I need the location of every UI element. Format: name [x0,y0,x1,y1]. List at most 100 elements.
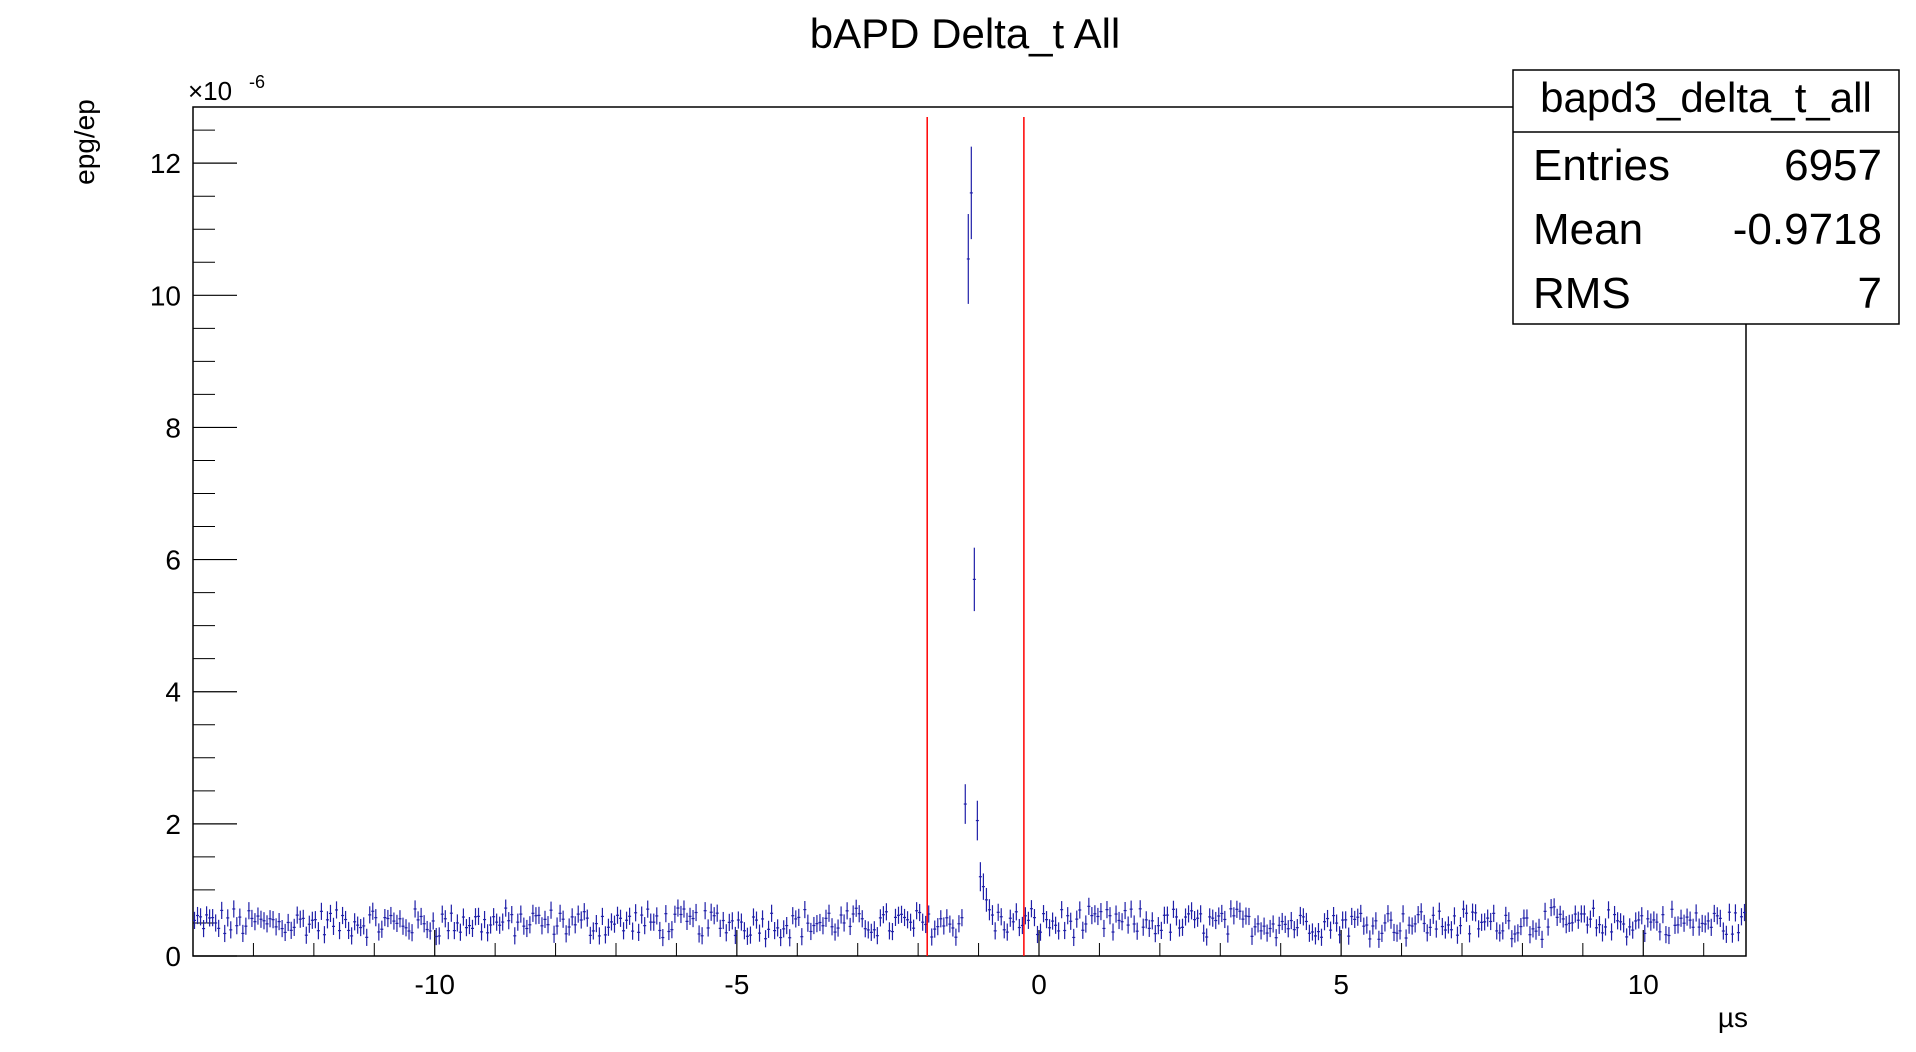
data-point [1477,920,1481,938]
data-point [1549,899,1553,917]
data-point [1220,904,1224,923]
data-point [1579,905,1583,923]
stats-rms-value: 7 [1858,269,1882,318]
data-point [513,927,517,945]
data-point [564,925,568,943]
cut-lines [926,117,1025,956]
y-multiplier: ×10 -6 [188,72,265,106]
data-point [1558,905,1562,923]
data-point [969,146,973,240]
data-point [800,928,804,946]
data-point [365,928,369,946]
data-point [1026,911,1030,929]
data-point [331,917,335,935]
data-point [1513,925,1517,943]
data-point [1522,909,1526,927]
data-point [504,899,508,917]
data-point [1474,904,1478,922]
data-point [338,922,342,940]
data-point [866,921,870,939]
x-tick-label: 5 [1333,969,1349,1000]
data-point [782,920,786,938]
data-point [1126,916,1130,934]
data-point [428,922,432,940]
data-point [220,901,224,920]
data-point [1377,930,1381,948]
data-point [1214,911,1218,930]
data-point [356,916,360,934]
data-point [1368,930,1372,948]
data-point [534,907,538,925]
data-point [353,913,357,931]
data-point [679,905,683,924]
data-point [616,906,620,924]
data-point [1039,923,1043,941]
data-point [1613,905,1617,924]
data-point [933,920,937,938]
data-point [1688,911,1692,929]
data-point [697,925,701,943]
data-point [1582,905,1586,923]
data-point [1253,918,1257,936]
data-point [419,907,423,926]
data-point [1661,906,1665,924]
data-point [812,916,816,935]
stats-rms-label: RMS [1533,269,1631,318]
y-tick-label: 12 [150,148,181,179]
data-point [930,928,934,946]
data-point [1274,929,1278,947]
data-point [1051,912,1055,930]
data-point [455,914,459,932]
data-point [1736,924,1740,942]
data-point [939,910,943,928]
data-point [1108,907,1112,925]
data-point [196,906,200,925]
data-point [634,904,638,922]
data-point [489,916,493,934]
data-point [528,916,532,934]
data-point [1362,917,1366,935]
data-point [1697,918,1701,936]
data-point [259,910,263,928]
data-point [1063,921,1067,940]
data-point [1057,922,1061,940]
data-point [1211,909,1215,927]
data-point [628,907,632,925]
data-point [443,910,447,928]
data-point [1721,922,1725,940]
data-point [350,927,354,945]
data-point [543,910,547,928]
data-point [776,919,780,937]
data-point [1250,927,1254,945]
y-axis-label: epg/ep [69,99,100,185]
data-point [202,919,206,938]
data-point [1008,909,1012,927]
data-point [316,922,320,940]
data-point [1643,924,1647,942]
data-point [1090,907,1094,925]
data-point [1123,901,1127,920]
data-point [1226,925,1230,943]
data-point [1114,905,1118,923]
data-point [718,919,722,937]
data-point [984,887,988,912]
data-point [1129,900,1133,918]
data-point [851,905,855,923]
data-point [754,911,758,929]
stats-mean-label: Mean [1533,205,1643,254]
data-point [878,909,882,927]
data-point [1534,922,1538,940]
data-point [1042,905,1046,923]
stats-box-frame [1512,69,1900,325]
data-point [344,910,348,929]
data-point [1389,911,1393,929]
data-point [1625,928,1629,946]
data-point [1011,913,1015,931]
data-point [918,903,922,922]
data-point [1431,906,1435,924]
data-point [1329,921,1333,939]
y-tick-label: 6 [165,545,181,576]
data-point [637,923,641,941]
data-point [884,903,888,921]
data-point [966,214,970,304]
